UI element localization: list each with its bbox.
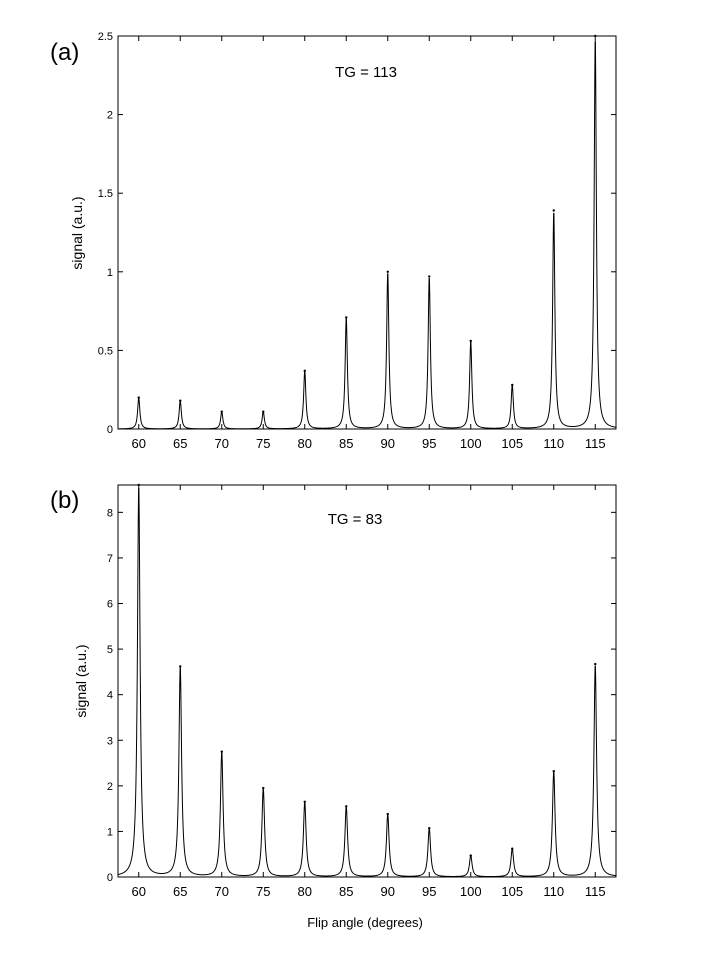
panel-b-x-tick-label: 70	[215, 884, 229, 899]
panel-a-y-tick-label: 1	[107, 267, 113, 279]
panel-a: (a) TG = 113 signal (a.u.) 60 65 70 75 80 85 9…	[50, 31, 617, 451]
panel-b-y-tick-label: 7	[107, 553, 113, 565]
panel-b-y-tick-label: 8	[107, 507, 113, 519]
panel-b-peak-point	[594, 662, 597, 666]
panel-a-peak-point	[552, 209, 555, 212]
panel-b-frame	[117, 484, 617, 878]
panel-a-x-tick-label: 110	[543, 436, 564, 451]
panel-b-x-tick-label: 95	[422, 884, 436, 899]
panel-b-x-tick-label: 60	[132, 884, 146, 899]
panel-b-x-tick-label: 80	[298, 884, 312, 899]
panel-b-x-tick-label: 100	[460, 884, 482, 899]
panel-b-label: (b)	[50, 487, 79, 514]
panel-b-peak-point	[428, 827, 431, 830]
panel-a-x-tick-label: 105	[501, 436, 523, 451]
panel-b-y-tick-label: 4	[107, 690, 113, 702]
x-axis-label: Flip angle (degrees)	[307, 915, 423, 930]
panel-a-y-tick-label: 0.5	[98, 345, 113, 357]
panel-a-annotation: TG = 113	[335, 64, 397, 81]
panel-a-peak-point	[469, 339, 472, 343]
panel-a-x-tick-label: 85	[339, 436, 353, 451]
panel-b-x-tick-label: 105	[501, 884, 523, 899]
panel-a-peak-point	[262, 410, 265, 413]
panel-b-peak-point	[179, 665, 182, 668]
panel-b-peak-point	[386, 812, 389, 816]
panel-a-x-tick-label: 95	[422, 436, 436, 451]
panel-b-signal-line	[118, 488, 616, 877]
panel-b-peak-point	[220, 750, 223, 753]
panel-b-y-axis-label: signal (a.u.)	[73, 644, 89, 717]
panel-a-peak-point	[428, 275, 431, 278]
panel-b-y-tick-label: 1	[107, 826, 113, 838]
panel-b-peak-point	[469, 854, 472, 857]
panel-b: (b) TG = 83 signal (a.u.) 60 65 70 75 80 85 90…	[50, 483, 617, 899]
panel-b-x-tick-label: 110	[543, 884, 564, 899]
panel-b-peak-point	[262, 786, 265, 790]
panel-a-y-tick-label: 2.5	[98, 31, 113, 43]
panel-b-x-tick-label: 115	[585, 884, 606, 899]
panel-a-frame	[117, 35, 617, 430]
panel-b-annotation: TG = 83	[328, 511, 383, 528]
panel-b-plot-area: 60 65 70 75 80 85 90 95 100 105 110 115 0 1 2 3 4 5 6 7 8	[107, 483, 617, 899]
panel-a-peak-point	[303, 369, 306, 373]
panel-a-x-tick-label: 100	[460, 436, 482, 451]
panel-a-x-tick-label: 70	[215, 436, 229, 451]
panel-a-y-tick-label: 1.5	[98, 188, 113, 200]
panel-a-peak-point	[345, 316, 348, 319]
panel-a-label: (a)	[50, 39, 79, 66]
panel-b-peak-point	[552, 770, 555, 773]
panel-a-peak-point	[511, 383, 514, 387]
panel-a-peak-point	[220, 410, 223, 413]
panel-b-y-tick-label: 6	[107, 599, 113, 611]
panel-b-x-tick-label: 85	[339, 884, 353, 899]
panel-b-peak-point	[137, 483, 140, 487]
panel-a-x-tick-label: 115	[585, 436, 606, 451]
panel-a-x-tick-label: 75	[256, 436, 270, 451]
panel-a-x-tick-label: 80	[298, 436, 312, 451]
panel-a-x-tick-label: 65	[173, 436, 187, 451]
panel-b-y-tick-label: 5	[107, 644, 113, 656]
panel-b-x-tick-label: 90	[381, 884, 395, 899]
panel-b-peak-point	[511, 847, 514, 850]
panel-a-x-tick-label: 90	[381, 436, 395, 451]
panel-b-x-tick-label: 75	[256, 884, 270, 899]
panel-a-signal-line	[118, 41, 616, 429]
panel-a-x-tick-label: 60	[132, 436, 146, 451]
panel-a-peak-point	[594, 34, 597, 38]
panel-a-peak-point	[137, 396, 140, 399]
panel-b-y-tick-label: 0	[107, 872, 113, 884]
panel-a-peak-point	[386, 270, 389, 273]
panel-a-y-tick-label: 0	[107, 424, 113, 436]
panel-b-x-tick-label: 65	[173, 884, 187, 899]
panel-b-y-tick-label: 3	[107, 735, 113, 747]
panel-b-y-tick-label: 2	[107, 781, 113, 793]
panel-a-y-axis-label: signal (a.u.)	[69, 196, 85, 269]
panel-b-peak-point	[345, 805, 348, 808]
panel-b-peak-point	[303, 800, 306, 803]
panel-a-peak-point	[179, 399, 182, 402]
panel-a-y-tick-label: 2	[107, 110, 113, 122]
panel-a-plot-area: 60 65 70 75 80 85 90 95 100 105 110 115 0 0.5 1 1.5 2 2.5	[98, 31, 617, 451]
